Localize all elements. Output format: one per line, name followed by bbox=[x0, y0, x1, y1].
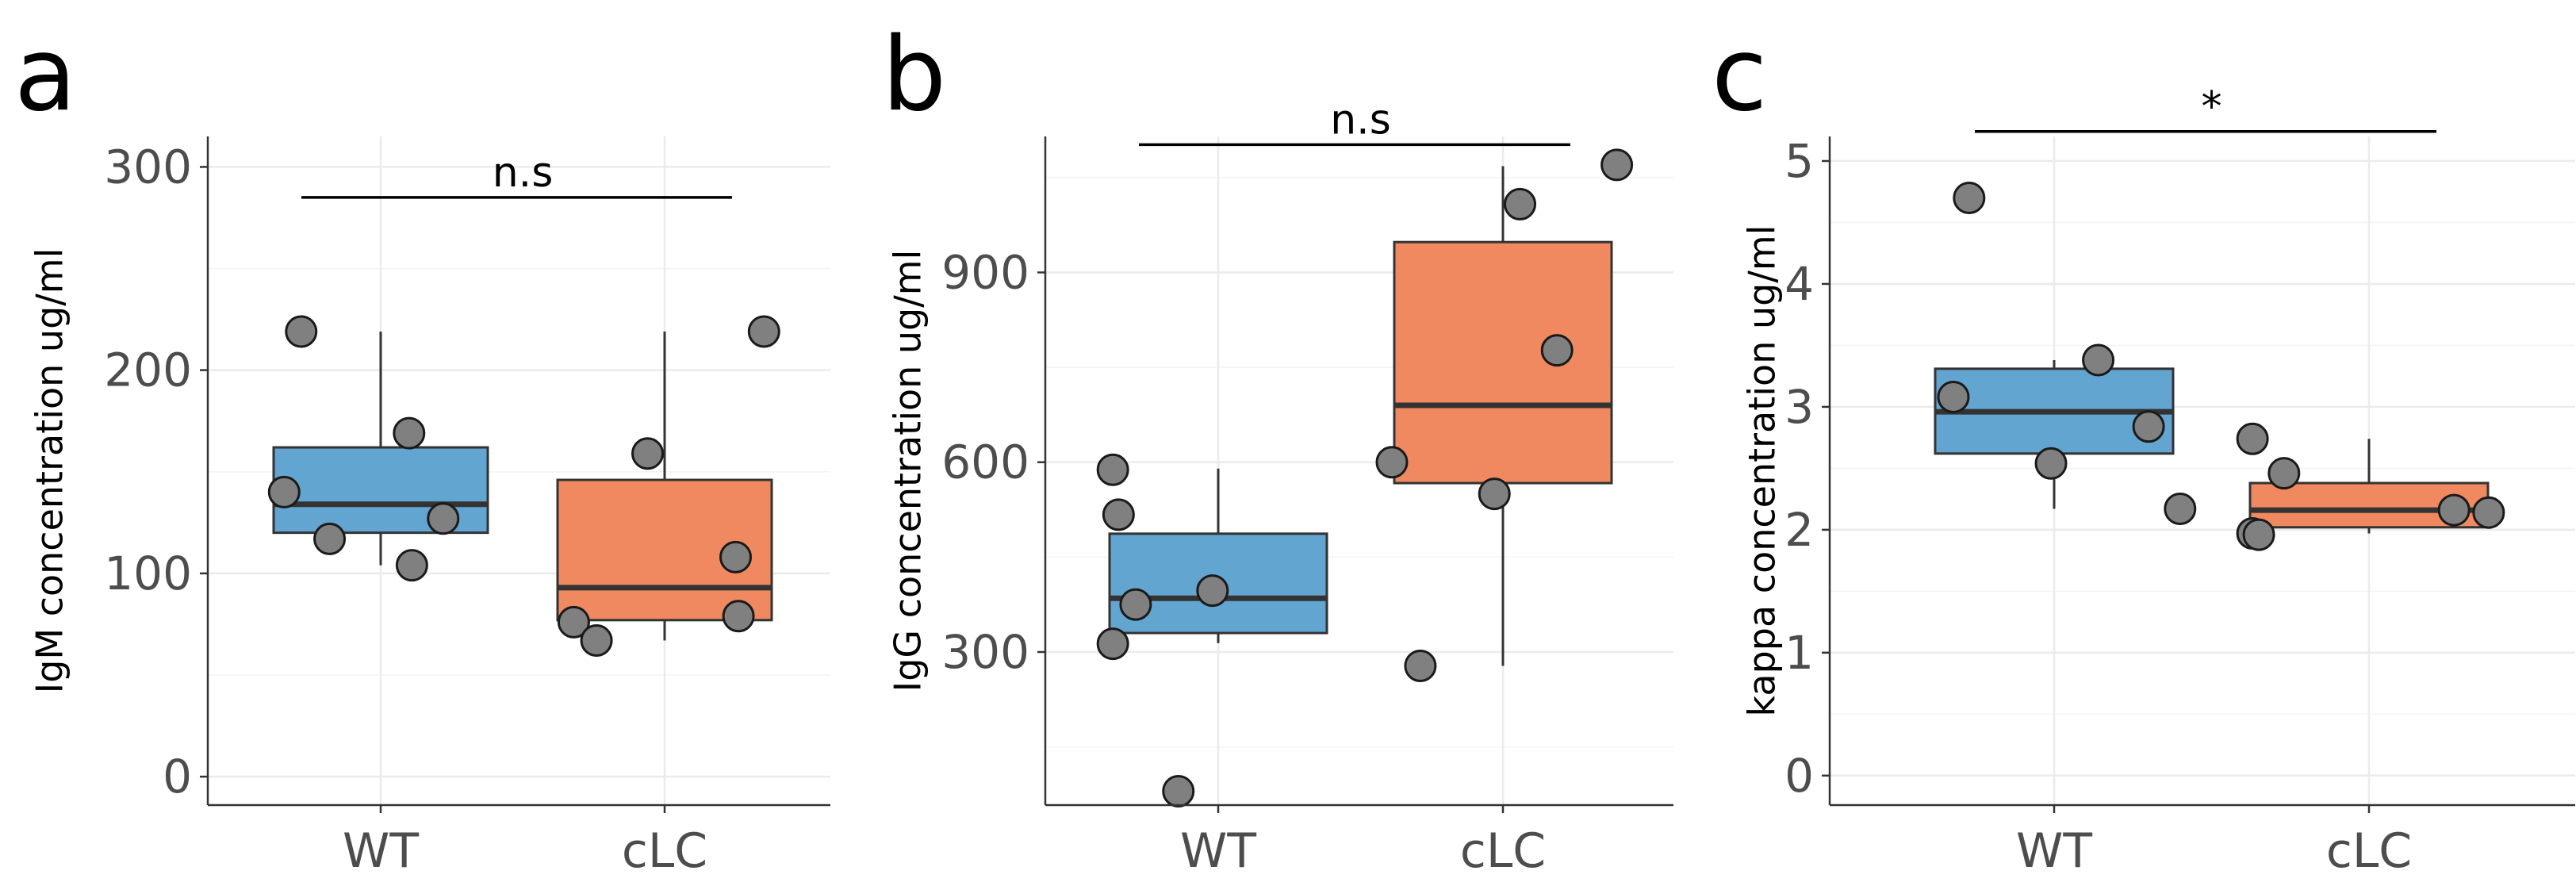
y-tick-label: 300 bbox=[104, 140, 192, 194]
y-axis-label: IgM concentration ug/ml bbox=[29, 248, 71, 694]
significance-label: n.s bbox=[1330, 96, 1391, 144]
x-tick-label: cLC bbox=[2326, 823, 2412, 879]
y-tick-label: 300 bbox=[941, 625, 1029, 679]
data-point bbox=[2082, 343, 2115, 377]
panel-letter: a bbox=[14, 16, 76, 134]
data-point bbox=[1540, 334, 1574, 367]
y-tick-label: 5 bbox=[1784, 134, 1814, 188]
data-point bbox=[2164, 493, 2197, 526]
data-point bbox=[1102, 498, 1135, 531]
data-point bbox=[2236, 422, 2269, 455]
y-axis-label: kappa concentration ug/ml bbox=[1741, 225, 1784, 717]
data-point bbox=[1375, 446, 1409, 479]
x-tick-label: WT bbox=[2016, 823, 2092, 879]
data-point bbox=[1937, 381, 1970, 414]
y-tick-label: 4 bbox=[1784, 257, 1814, 311]
x-tick-label: WT bbox=[1180, 823, 1256, 879]
y-tick-label: 0 bbox=[163, 750, 192, 804]
data-point bbox=[580, 623, 613, 657]
data-point bbox=[1600, 148, 1634, 182]
y-tick-label: 0 bbox=[1784, 749, 1814, 803]
data-point bbox=[395, 549, 428, 582]
data-point bbox=[285, 315, 318, 348]
panel-letter: b bbox=[882, 16, 946, 134]
data-point bbox=[2132, 410, 2165, 443]
data-point bbox=[1196, 574, 1229, 608]
data-point bbox=[1096, 627, 1129, 661]
panel-a: a 0 100 200 300 WT cLC IgM concentration ug/ml n… bbox=[14, 16, 830, 879]
data-point bbox=[313, 522, 347, 555]
data-point bbox=[2472, 496, 2505, 529]
y-tick-label: 2 bbox=[1784, 503, 1814, 557]
data-point bbox=[2034, 447, 2068, 480]
data-point bbox=[1478, 478, 1511, 511]
data-point bbox=[1162, 774, 1195, 807]
y-tick-label: 3 bbox=[1784, 380, 1814, 434]
data-point bbox=[557, 605, 590, 639]
data-point bbox=[267, 475, 301, 508]
data-point bbox=[2267, 457, 2301, 490]
y-tick-label: 200 bbox=[104, 343, 192, 397]
data-point bbox=[747, 315, 780, 348]
data-point bbox=[631, 437, 665, 470]
data-point bbox=[1404, 650, 1437, 683]
data-point bbox=[1096, 453, 1129, 486]
panel-letter: c bbox=[1712, 16, 1767, 134]
data-point bbox=[2437, 493, 2471, 527]
panel-b: b 300 600 900 WT cLC IgG concentration ug/ml n.… bbox=[882, 16, 1673, 879]
data-point bbox=[393, 416, 426, 450]
y-tick-label: 900 bbox=[941, 245, 1029, 299]
data-point bbox=[719, 540, 752, 573]
y-tick-label: 600 bbox=[941, 435, 1029, 489]
x-tick-label: cLC bbox=[1460, 823, 1546, 879]
y-tick-label: 1 bbox=[1784, 626, 1814, 680]
data-point bbox=[722, 600, 755, 633]
significance-label: n.s bbox=[493, 149, 554, 197]
y-axis-label: IgG concentration ug/ml bbox=[887, 250, 930, 692]
box-clc bbox=[1393, 240, 1613, 485]
x-tick-label: cLC bbox=[622, 823, 707, 879]
data-point bbox=[2242, 518, 2275, 551]
data-point bbox=[1953, 181, 1986, 214]
y-tick-label: 100 bbox=[104, 547, 192, 600]
x-tick-label: WT bbox=[343, 823, 419, 879]
data-point bbox=[427, 502, 460, 535]
panel-c: c 0 1 2 3 4 5 WT cLC kappa concentration ug/ml * bbox=[1712, 16, 2575, 879]
data-point bbox=[1119, 588, 1152, 621]
data-point bbox=[1504, 187, 1537, 221]
significance-label: * bbox=[2202, 83, 2222, 131]
